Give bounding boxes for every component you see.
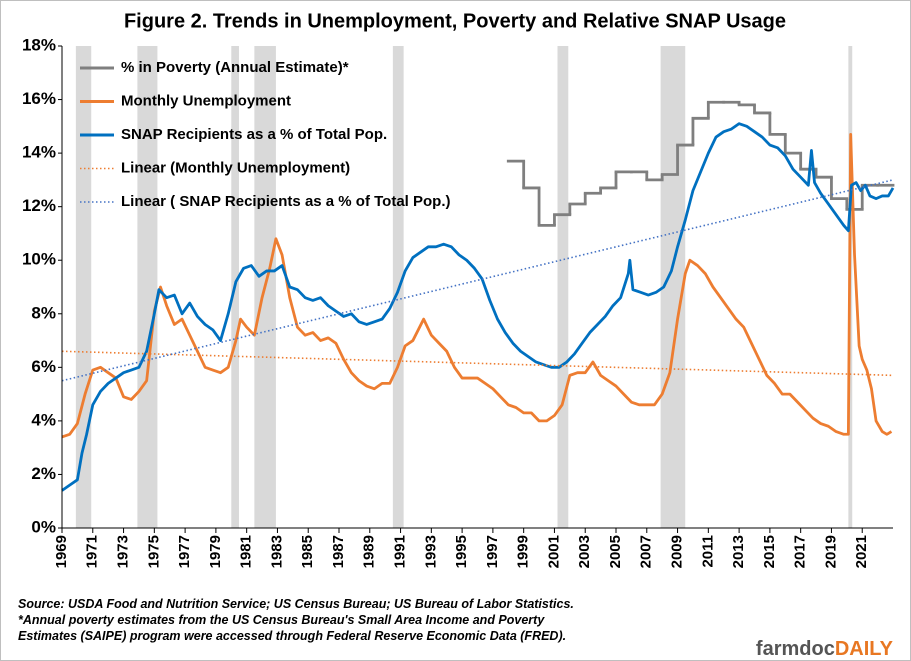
x-tick-label: 1991 [392,535,409,568]
y-tick-label: 2% [31,464,56,483]
x-tick-label: 1981 [238,535,255,568]
trend-line [61,350,894,377]
series-layer [61,100,895,492]
x-tick-label: 1973 [115,535,132,568]
recession-band [137,46,158,528]
x-tick-label: 2011 [699,535,716,568]
y-tick-label: 8% [31,303,56,322]
y-tick-label: 14% [22,143,56,162]
x-tick-label: 1977 [176,535,193,568]
x-tick-label: 1993 [422,535,439,568]
y-tick-label: 4% [31,410,56,429]
legend-label: Linear (Monthly Unemployment) [121,159,350,176]
source-note: Source: USDA Food and Nutrition Service;… [18,597,574,611]
x-tick-label: 1983 [268,535,285,568]
x-tick-label: 1999 [515,535,532,568]
x-tick-label: 2003 [576,535,593,568]
x-tick-label: 1979 [207,535,224,568]
x-tick-label: 1989 [361,535,378,568]
x-tick-label: 2019 [822,535,839,568]
legend-label: % in Poverty (Annual Estimate)* [121,59,349,76]
x-tick-label: 2009 [669,535,686,568]
y-tick-label: 0% [31,517,56,536]
logo-part: farmdoc [756,638,835,660]
y-tick-label: 12% [22,196,56,215]
x-tick-label: 2005 [607,535,624,568]
x-tick-label: 1997 [484,535,501,568]
x-tick-label: 1995 [453,535,470,568]
chart-title: Figure 2. Trends in Unemployment, Povert… [124,10,786,32]
source-note: Estimates (SAIPE) program were accessed … [18,629,566,643]
x-tick-label: 2021 [853,535,870,568]
recession-band [557,46,569,528]
legend: % in Poverty (Annual Estimate)* Monthly U… [80,59,451,210]
logo-part: DAILY [835,638,894,660]
series-line [61,122,895,492]
y-tick-label: 16% [22,89,56,108]
axes-layer: 0% 2% 4% 6% 8% 10% 12% 14% 16% 18% 1969 1971 1973 197… [22,35,893,568]
series-line [61,132,893,439]
y-tick-label: 10% [22,250,56,269]
trend-line [61,179,894,382]
x-tick-label: 1985 [299,535,316,568]
x-tick-label: 2007 [638,535,655,568]
y-tick-label: 6% [31,357,56,376]
x-tick-label: 2015 [761,535,778,568]
x-tick-label: 2017 [792,535,809,568]
legend-label: Monthly Unemployment [121,92,291,109]
recession-band [75,46,92,528]
x-tick-label: 2013 [730,535,747,568]
source-note: *Annual poverty estimates from the US Ce… [18,613,545,627]
legend-label: SNAP Recipients as a % of Total Pop. [121,126,387,143]
x-tick-label: 1969 [53,535,70,568]
logo: farmdocDAILY [756,638,894,660]
x-tick-label: 2001 [545,535,562,568]
y-tick-label: 18% [22,35,56,54]
x-tick-label: 1987 [330,535,347,568]
x-tick-label: 1975 [145,535,162,568]
x-tick-label: 1971 [84,535,101,568]
legend-label: Linear ( SNAP Recipients as a % of Total… [121,193,451,210]
